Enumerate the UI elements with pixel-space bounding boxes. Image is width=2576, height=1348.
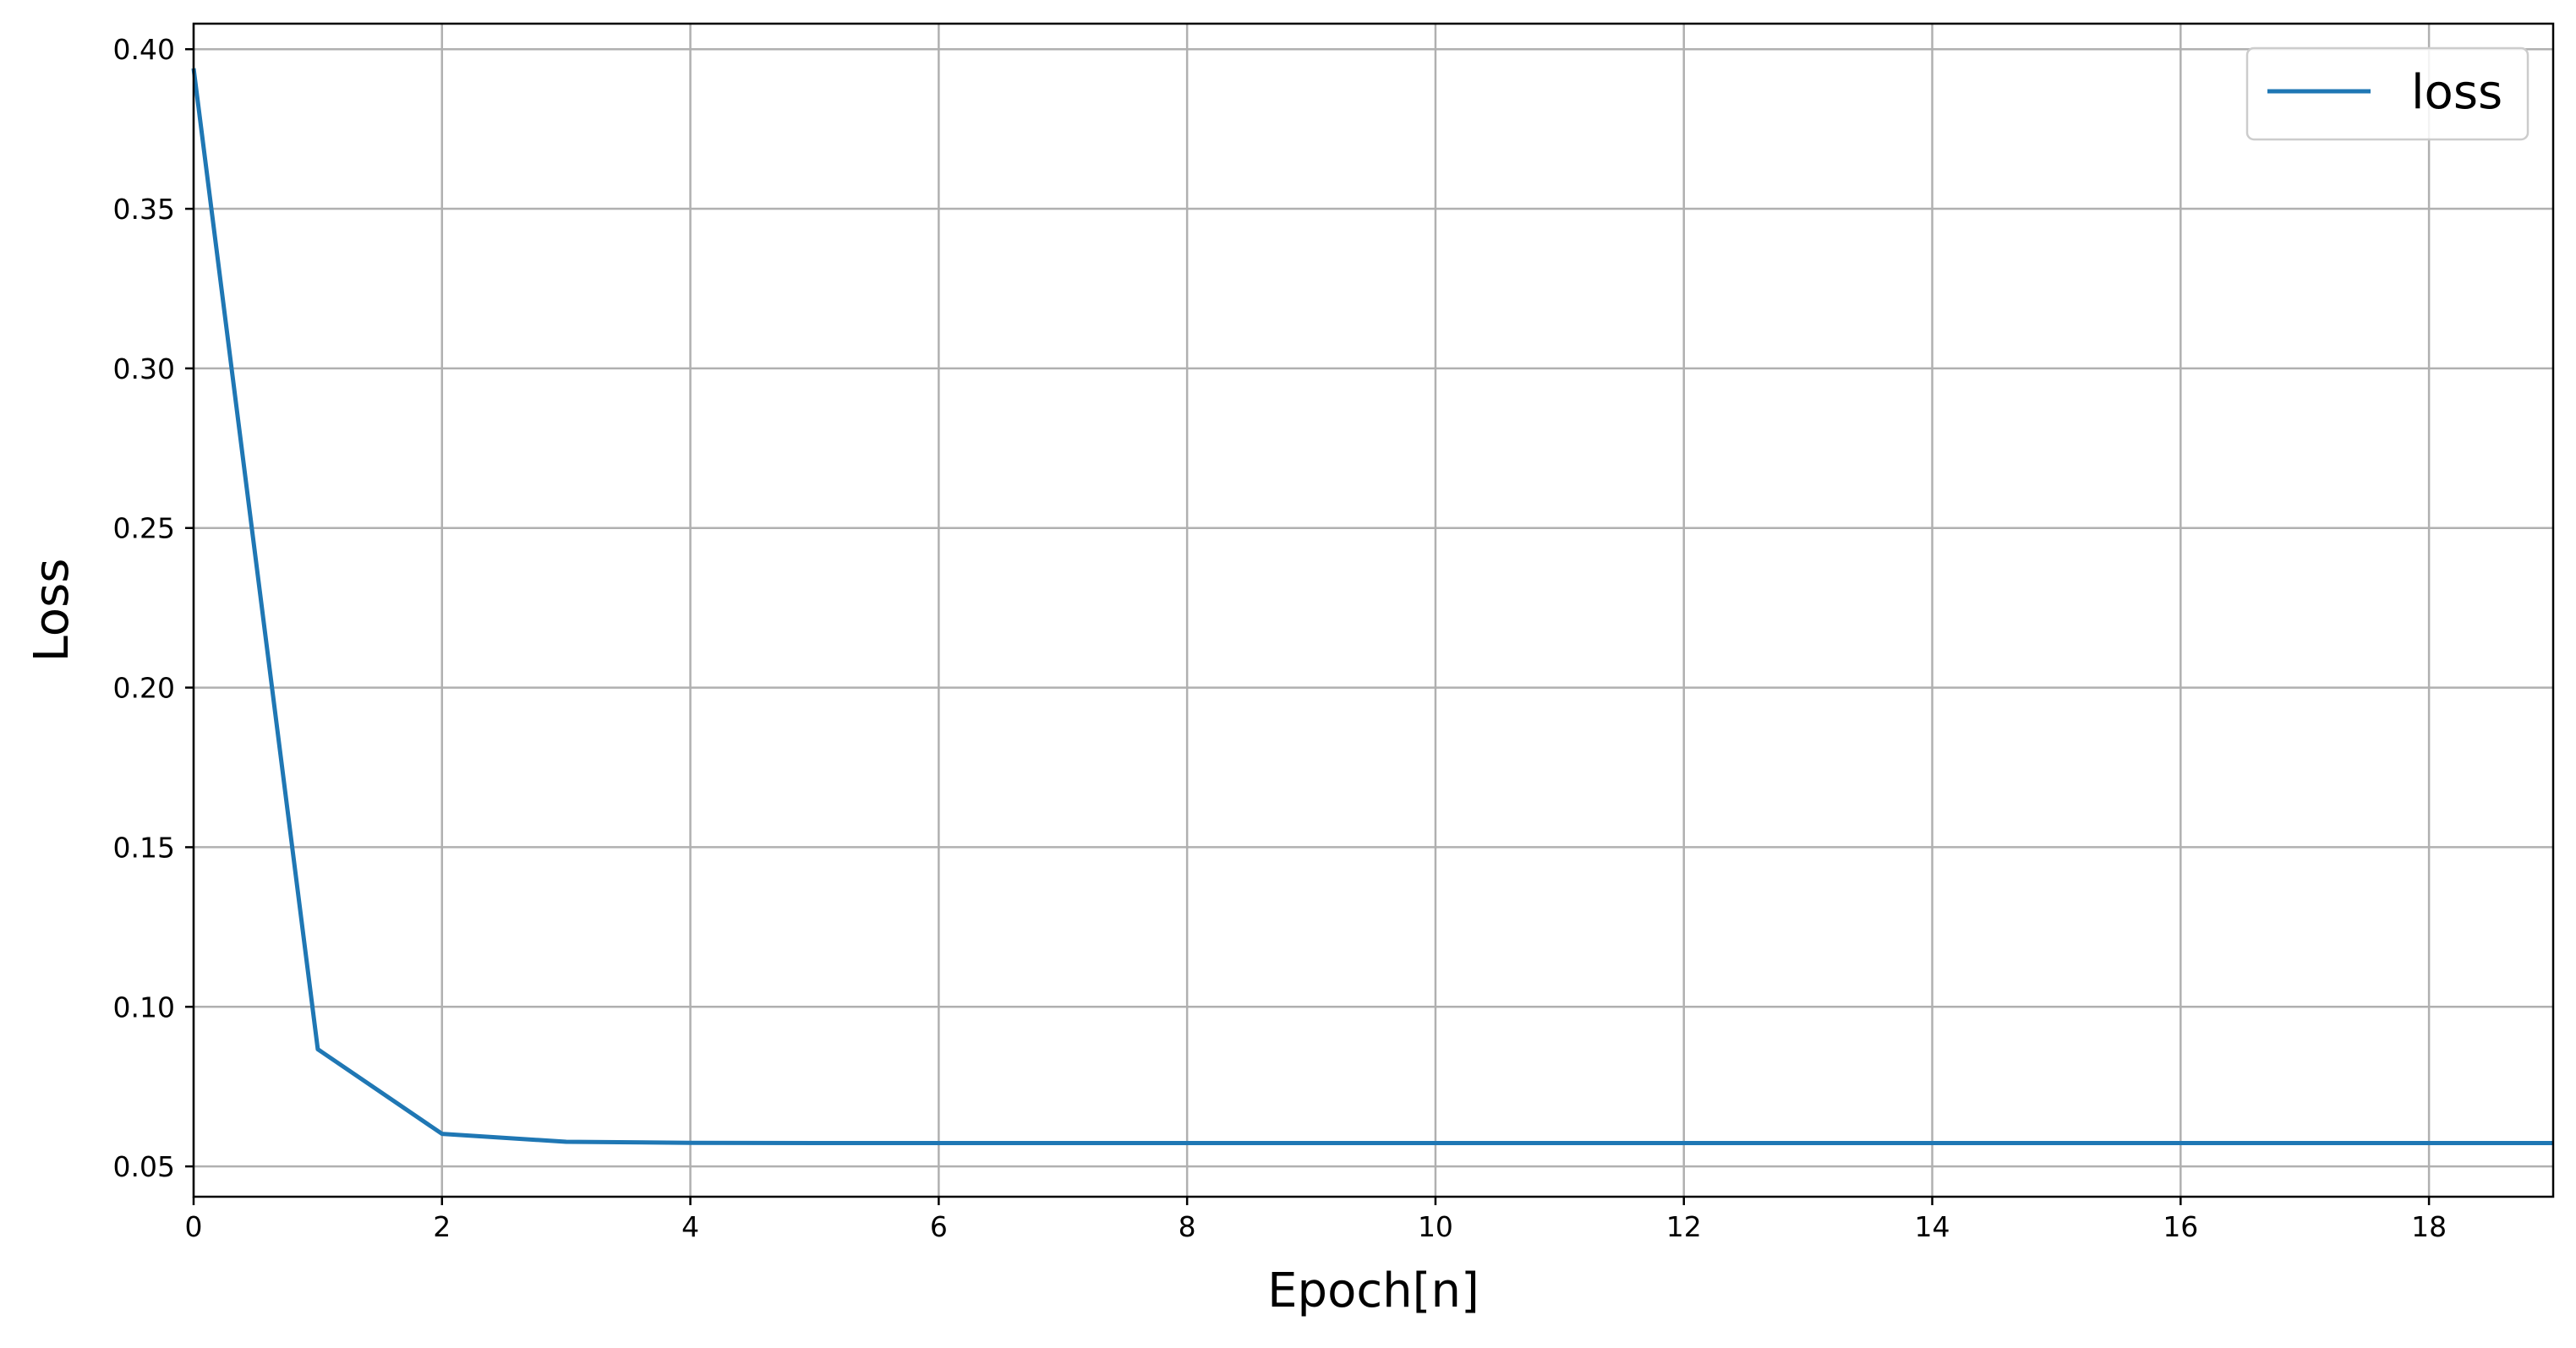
- x-tick-label: 6: [930, 1210, 948, 1243]
- y-tick-label: 0.15: [113, 831, 175, 864]
- x-tick-label: 12: [1666, 1210, 1702, 1243]
- grid: [192, 24, 2553, 1197]
- y-axis-label: Loss: [25, 559, 79, 663]
- y-tick-label: 0.35: [113, 193, 175, 226]
- plot-area-frame: [192, 22, 2555, 1198]
- y-tick-label: 0.25: [113, 512, 175, 545]
- x-tick-label: 14: [1915, 1210, 1950, 1243]
- x-tick-label: 4: [681, 1210, 699, 1243]
- x-tick-label: 8: [1179, 1210, 1196, 1243]
- x-tick-label: 2: [433, 1210, 451, 1243]
- x-axis-label: Epoch[n]: [1267, 1263, 1479, 1318]
- x-tick-label: 10: [1418, 1210, 1453, 1243]
- y-tick-label: 0.40: [113, 33, 175, 66]
- series-line-loss: [191, 68, 2553, 1145]
- y-tick-label: 0.05: [113, 1150, 175, 1183]
- series-layer: [191, 68, 2553, 1145]
- axis-ticks: 0 2 4 6 8 10 12 14 16 18 0.05 0.10 0.15 0.20 0.25 0.30 0…: [113, 33, 2447, 1243]
- x-tick-label: 18: [2411, 1210, 2447, 1243]
- x-tick-label: 16: [2163, 1210, 2198, 1243]
- y-tick-label: 0.20: [113, 672, 175, 705]
- legend: loss: [2245, 46, 2530, 141]
- legend-label-loss: loss: [2411, 65, 2502, 120]
- y-tick-label: 0.30: [113, 352, 175, 385]
- y-tick-label: 0.10: [113, 991, 175, 1023]
- x-tick-label: 0: [185, 1210, 203, 1243]
- legend-box: [2245, 46, 2530, 141]
